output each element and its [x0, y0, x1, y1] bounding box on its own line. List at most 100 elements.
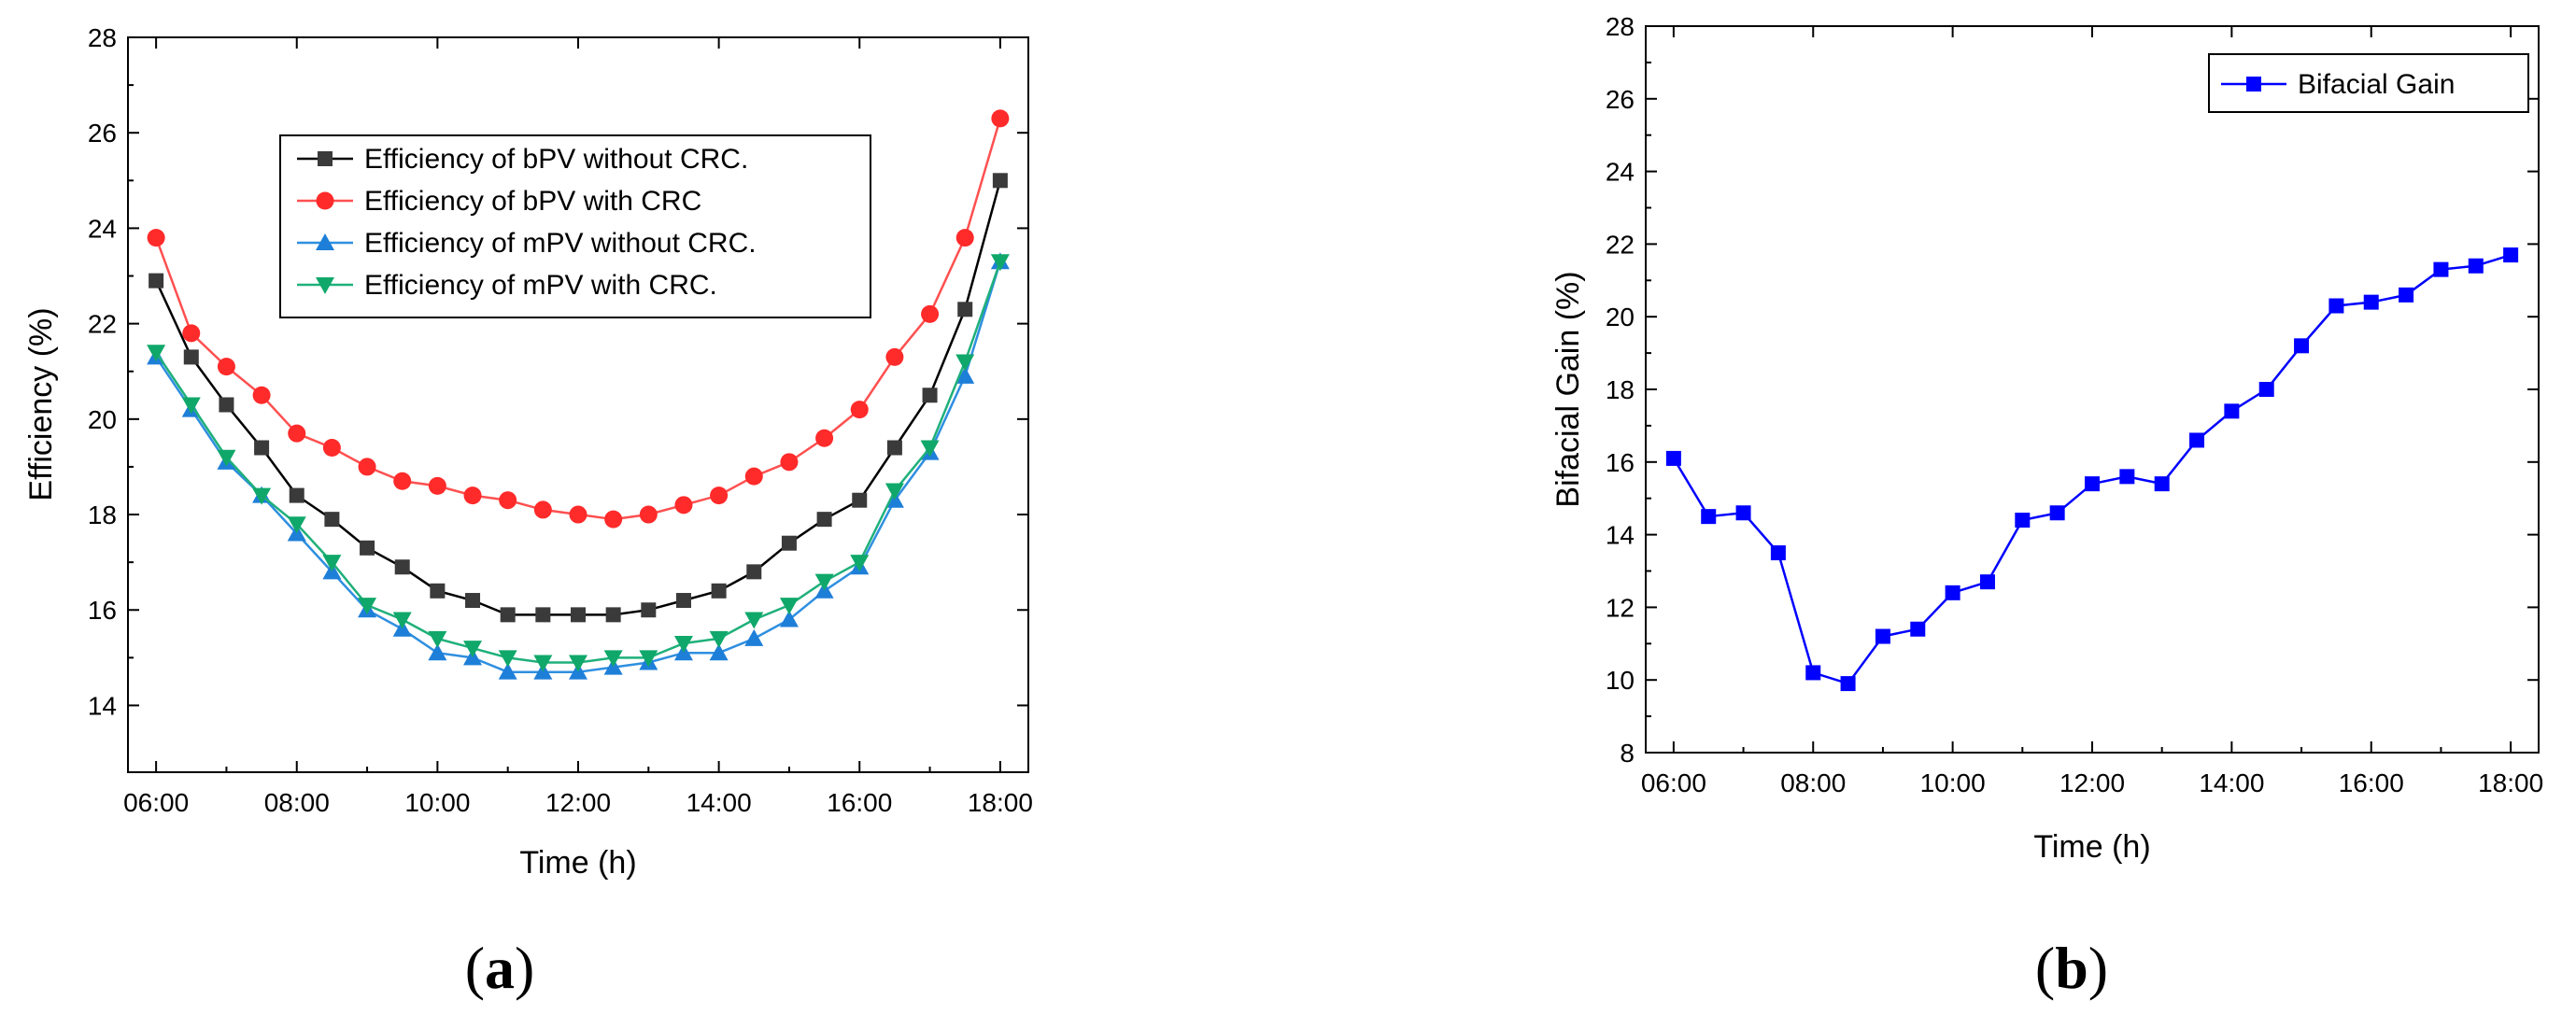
data-point [639, 505, 658, 524]
data-point [358, 598, 377, 615]
y-tick-label: 16 [88, 596, 117, 625]
data-point [288, 424, 306, 443]
data-point [674, 496, 693, 514]
chart-a-x-axis-label: Time (h) [519, 845, 636, 881]
data-point [885, 483, 904, 500]
data-point [991, 109, 1010, 128]
data-point [322, 438, 341, 457]
chart-b-panel-letter: b [2055, 935, 2088, 1001]
data-point [252, 487, 272, 505]
legend-marker [316, 233, 334, 250]
data-point [533, 655, 553, 672]
x-tick-label: 06:00 [1641, 768, 1706, 797]
x-tick-label: 14:00 [2199, 768, 2264, 797]
data-point [604, 510, 623, 529]
data-point [955, 229, 974, 247]
y-tick-label: 24 [1606, 158, 1635, 187]
chart-a-panel-close: ) [515, 935, 534, 1001]
data-point [957, 302, 973, 317]
data-point [149, 273, 164, 289]
data-point [569, 505, 587, 524]
legend-marker [2246, 77, 2261, 92]
data-point [709, 630, 729, 648]
legend-item: Efficiency of bPV without CRC. [297, 144, 748, 175]
y-tick-label: 10 [1606, 666, 1635, 695]
legend-label: Efficiency of mPV without CRC. [364, 228, 757, 259]
x-tick-label: 10:00 [1920, 768, 1986, 797]
y-tick-label: 26 [88, 119, 117, 148]
chart-b-panel-label: (b) [2035, 935, 2108, 1001]
legend-marker [316, 277, 334, 294]
data-point [955, 354, 975, 372]
series-4 [147, 254, 1010, 672]
data-point [217, 449, 236, 467]
data-point [217, 358, 235, 376]
chart-a-legend-box [279, 134, 871, 318]
data-point [393, 472, 412, 490]
x-tick-label: 12:00 [545, 788, 611, 817]
data-point [394, 559, 410, 575]
data-point [289, 487, 304, 503]
data-point [1805, 665, 1821, 681]
data-point [465, 593, 481, 609]
legend-marker [318, 151, 333, 166]
chart-a-panel-open: ( [465, 935, 485, 1001]
data-point [921, 304, 940, 323]
x-tick-label: 08:00 [1780, 768, 1846, 797]
data-point [781, 535, 797, 551]
data-point [430, 583, 446, 599]
x-tick-label: 14:00 [686, 788, 752, 817]
data-point [922, 388, 938, 403]
data-point [463, 641, 483, 658]
chart-b-x-ticks: 06:00 08:00 10:00 12:00 14:00 16:00 18:00 [1641, 26, 2543, 797]
chart-a-y-ticks: 14 16 18 20 22 24 26 28 [88, 23, 1028, 720]
data-point [2049, 505, 2065, 521]
data-point [428, 476, 446, 495]
data-point [533, 500, 552, 519]
chart-a-panel-label: (a) [465, 935, 535, 1001]
data-point [254, 440, 270, 456]
data-point [360, 540, 375, 556]
legend-label: Efficiency of bPV without CRC. [364, 144, 748, 175]
data-point [1945, 585, 1960, 600]
y-tick-label: 18 [88, 500, 117, 529]
data-point [2363, 294, 2379, 310]
legend-label: Efficiency of mPV with CRC. [364, 270, 717, 301]
data-point [816, 512, 832, 528]
chart-b-series [1665, 247, 2519, 692]
data-point [744, 467, 763, 486]
data-point [814, 573, 834, 591]
legend-item: Bifacial Gain [2221, 69, 2455, 100]
x-tick-label: 06:00 [123, 788, 189, 817]
data-point [535, 607, 551, 623]
y-tick-label: 18 [1606, 375, 1635, 404]
x-tick-label: 18:00 [968, 788, 1033, 817]
data-point [850, 555, 870, 572]
data-point [675, 593, 691, 609]
x-tick-label: 12:00 [2059, 768, 2125, 797]
y-tick-label: 14 [88, 691, 117, 720]
data-point [639, 650, 658, 668]
y-tick-label: 20 [88, 405, 117, 434]
data-point [955, 366, 975, 384]
series-line [1672, 253, 2512, 685]
data-point [499, 491, 517, 510]
data-point [500, 607, 516, 623]
legend-item: Efficiency of mPV without CRC. [297, 228, 757, 259]
data-point [815, 429, 834, 447]
data-point [885, 347, 904, 366]
chart-a-x-ticks: 06:00 08:00 10:00 12:00 14:00 16:00 18:00 [123, 37, 1033, 817]
data-point [2399, 287, 2414, 303]
data-point [673, 636, 693, 654]
data-point [181, 397, 201, 415]
x-tick-label: 16:00 [2339, 768, 2404, 797]
data-point [569, 655, 587, 672]
data-point [641, 602, 657, 618]
y-tick-label: 22 [88, 310, 117, 339]
chart-b-y-axis-label: Bifacial Gain (%) [1550, 271, 1586, 507]
data-point [709, 643, 729, 661]
chart-a-legend: Efficiency of bPV without CRC. Efficiency… [279, 134, 871, 318]
y-tick-label: 22 [1606, 230, 1635, 259]
data-point [605, 607, 621, 623]
data-point [850, 401, 869, 419]
